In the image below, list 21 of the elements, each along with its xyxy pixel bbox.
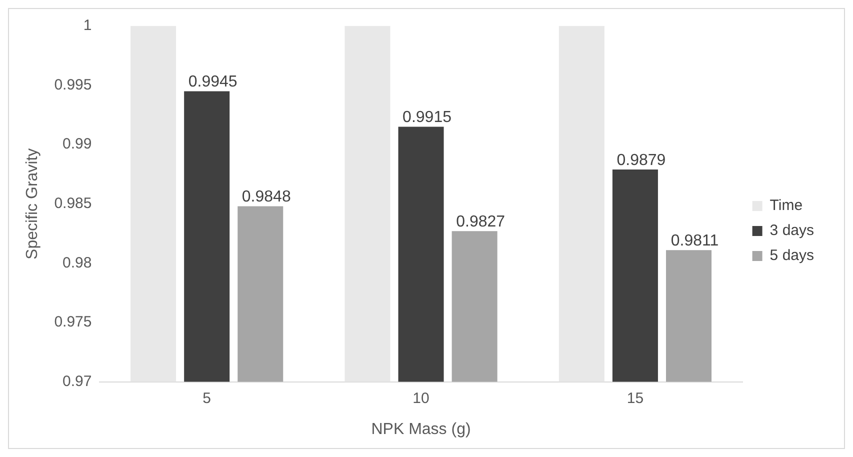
y-tick-label: 0.985 — [54, 195, 92, 212]
data-label: 0.9945 — [188, 74, 238, 91]
x-axis-title: NPK Mass (g) — [371, 420, 471, 438]
y-tick-label: 0.97 — [62, 372, 92, 390]
y-axis-title: Specific Gravity — [24, 148, 42, 260]
y-tick-label: 1 — [83, 17, 92, 34]
y-tick-label: 0.995 — [54, 76, 92, 94]
data-label: 0.9811 — [670, 232, 719, 250]
data-label: 0.9827 — [456, 214, 506, 231]
legend-label: Time — [770, 197, 803, 214]
x-tick-label: 10 — [412, 390, 430, 407]
legend-label: 5 days — [770, 247, 814, 264]
x-tick-label: 15 — [626, 390, 644, 407]
x-tick-label: 5 — [202, 390, 212, 407]
data-label: 0.9915 — [402, 109, 452, 126]
legend-label: 3 days — [770, 222, 814, 240]
data-label: 0.9848 — [242, 188, 291, 206]
y-tick-label: 0.975 — [54, 314, 92, 331]
data-label: 0.9879 — [616, 152, 666, 169]
y-tick-label: 0.98 — [62, 254, 92, 272]
y-tick-label: 0.99 — [62, 136, 92, 153]
